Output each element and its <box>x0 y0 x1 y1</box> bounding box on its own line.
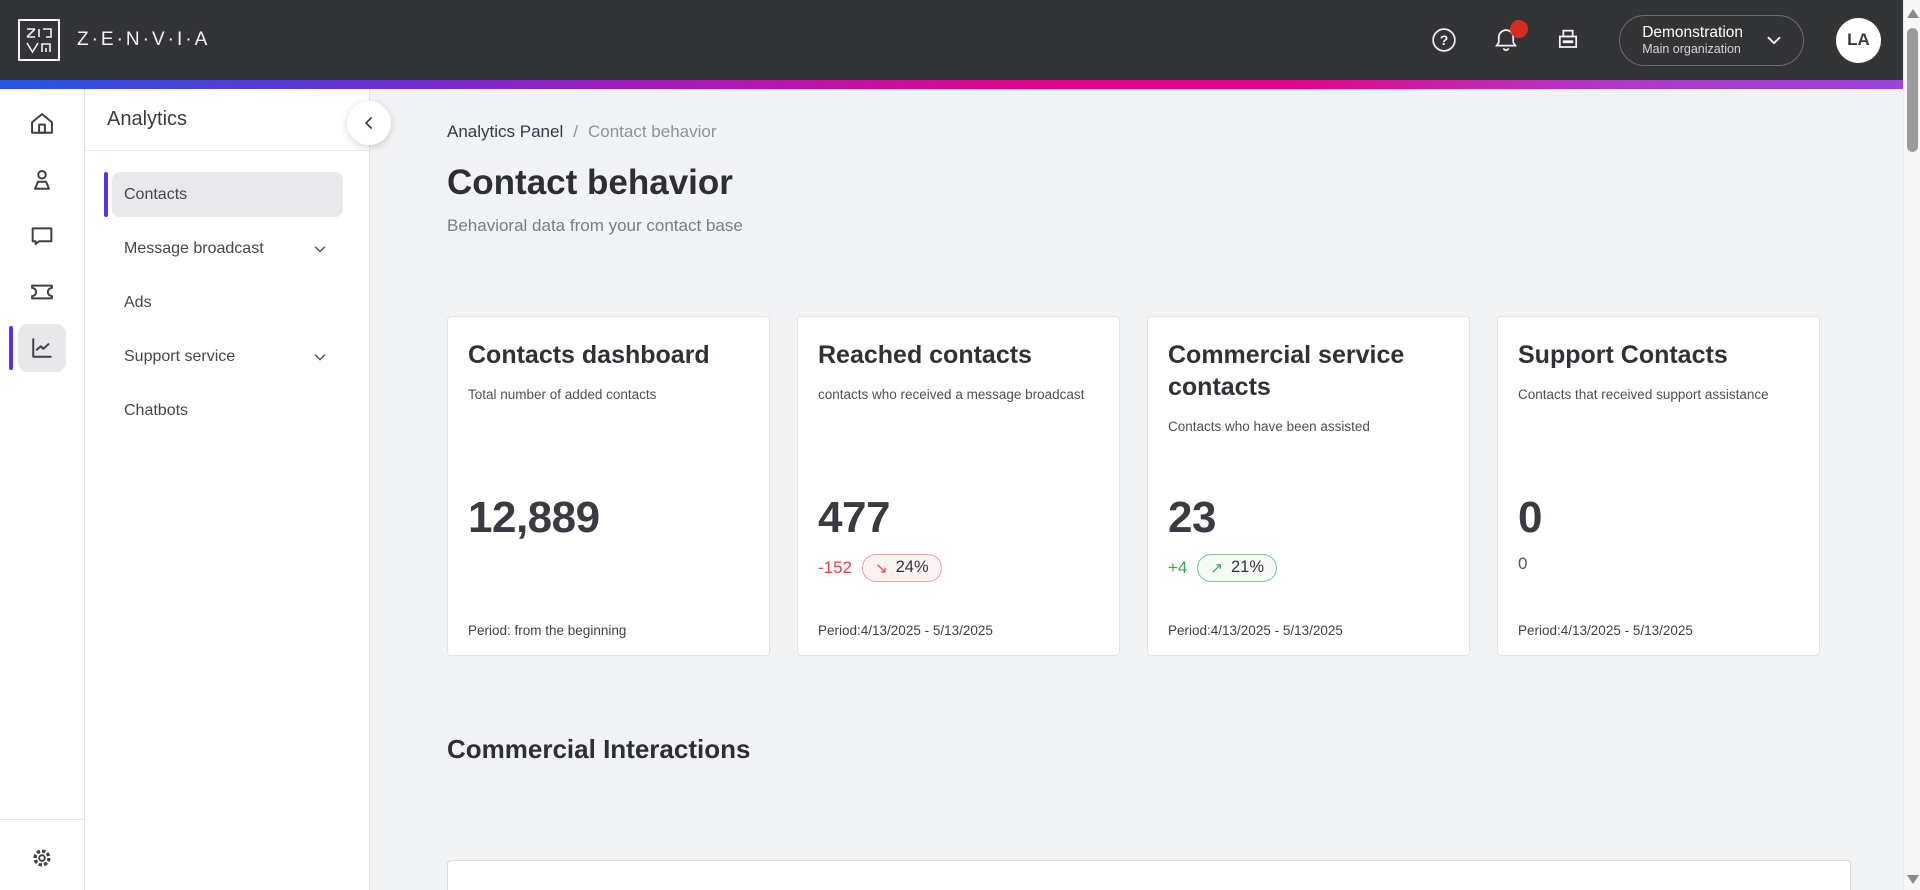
rail-item-settings[interactable] <box>18 834 66 882</box>
sidebar-item-label: Contacts <box>124 185 188 203</box>
topbar-actions: ? Demonstration Mai <box>1429 14 1881 66</box>
analytics-sidebar: Analytics Contacts Message broadcast <box>85 89 391 890</box>
card-reached-contacts: Reached contacts contacts who received a… <box>797 316 1120 656</box>
main-content: Analytics Panel / Contact behavior Conta… <box>370 89 1903 890</box>
breadcrumb-current: Contact behavior <box>587 122 717 141</box>
sidebar-item-chatbots[interactable]: Chatbots <box>112 388 343 433</box>
scrollbar[interactable] <box>1903 0 1920 890</box>
card-description: Total number of added contacts <box>468 387 657 402</box>
card-contacts-dashboard: Contacts dashboard Total number of added… <box>447 316 770 656</box>
delta-value: -152 <box>818 558 853 577</box>
card-trend-row: +4 ↗ 21% <box>1168 554 1277 582</box>
trend-badge: ↗ 21% <box>1197 554 1277 582</box>
trend-percent: 21% <box>1230 558 1264 576</box>
sidebar-title: Analytics <box>107 108 188 130</box>
rail-item-analytics[interactable] <box>9 324 66 372</box>
card-period: Period:4/13/2025 - 5/13/2025 <box>1168 623 1343 638</box>
bell-icon[interactable] <box>1491 20 1529 55</box>
sidebar-item-label: Support service <box>124 347 236 365</box>
card-description: Contacts that received support assistanc… <box>1518 387 1769 402</box>
user-avatar[interactable]: LA <box>1836 17 1881 63</box>
chevron-down-icon <box>311 240 329 258</box>
sidebar-item-label: Message broadcast <box>124 239 264 257</box>
card-title: Contacts dashboard <box>468 341 710 369</box>
trend-down-icon: ↘ <box>875 559 888 577</box>
card-value: 477 <box>818 493 890 542</box>
card-description: contacts who received a message broadcas… <box>818 387 1085 402</box>
chevron-left-icon <box>359 113 379 133</box>
delta-value: 0 <box>1518 554 1528 573</box>
sidebar-menu: Contacts Message broadcast Ads Support s… <box>85 151 369 433</box>
sidebar-item-ads[interactable]: Ads <box>112 280 343 325</box>
brand: Z·E·N·V·I·A <box>16 17 210 63</box>
rail-item-conversations[interactable] <box>18 212 66 260</box>
scrollbar-thumb[interactable] <box>1907 28 1918 152</box>
sidebar-item-label: Chatbots <box>124 401 189 419</box>
card-period: Period:4/13/2025 - 5/13/2025 <box>818 623 993 638</box>
breadcrumb-separator: / <box>573 122 578 141</box>
chevron-down-icon <box>1763 29 1785 51</box>
rail-item-home[interactable] <box>18 100 66 148</box>
sidebar-collapse-button[interactable] <box>347 101 391 145</box>
trend-up-icon: ↗ <box>1210 559 1223 577</box>
card-title: Support Contacts <box>1518 341 1728 369</box>
svg-text:?: ? <box>1440 32 1449 48</box>
zenvia-logo-icon <box>16 17 62 63</box>
active-indicator <box>9 326 13 370</box>
page-subtitle: Behavioral data from your contact base <box>447 216 743 235</box>
commercial-interactions-card-partial <box>447 860 1851 890</box>
scrollbar-down-arrow[interactable] <box>1907 875 1919 884</box>
card-value: 0 <box>1518 493 1542 542</box>
organization-name: Demonstration <box>1642 23 1743 41</box>
sidebar-header: Analytics <box>85 89 369 151</box>
help-icon[interactable]: ? <box>1429 25 1459 55</box>
card-support-contacts: Support Contacts Contacts that received … <box>1497 316 1820 656</box>
analytics-chart-icon <box>28 334 56 362</box>
sidebar-item-support-service[interactable]: Support service <box>112 334 343 379</box>
card-description: Contacts who have been assisted <box>1168 419 1370 434</box>
section-title-commercial-interactions: Commercial Interactions <box>447 734 751 764</box>
brand-gradient-bar <box>0 80 1903 89</box>
card-trend-row: -152 ↘ 24% <box>818 554 942 582</box>
card-period: Period: from the beginning <box>468 623 627 638</box>
body-row: Analytics Contacts Message broadcast <box>0 89 1903 890</box>
organization-subtitle: Main organization <box>1642 41 1741 56</box>
rail-item-contacts[interactable] <box>18 156 66 204</box>
kpi-cards-row: Contacts dashboard Total number of added… <box>447 316 1851 656</box>
contacts-person-icon <box>28 166 56 194</box>
ticket-icon <box>28 278 56 306</box>
chevron-down-icon <box>311 348 329 366</box>
breadcrumb-parent-link[interactable]: Analytics Panel <box>447 122 564 141</box>
organization-text: Demonstration Main organization <box>1642 23 1743 58</box>
card-trend-row: 0 <box>1518 554 1527 574</box>
organization-switcher[interactable]: Demonstration Main organization <box>1619 14 1804 66</box>
card-commercial-service-contacts: Commercial service contacts Contacts who… <box>1147 316 1470 656</box>
chat-bubble-icon <box>28 222 56 250</box>
sidebar-item-contacts[interactable]: Contacts <box>104 172 343 217</box>
card-title: Commercial service contacts <box>1168 341 1405 401</box>
scrollbar-up-arrow[interactable] <box>1907 9 1919 18</box>
notification-dot <box>1510 20 1529 38</box>
brand-wordmark: Z·E·N·V·I·A <box>77 29 211 50</box>
rail-item-tickets[interactable] <box>18 268 66 316</box>
card-period: Period:4/13/2025 - 5/13/2025 <box>1518 623 1693 638</box>
delta-value: +4 <box>1168 558 1188 577</box>
card-value: 23 <box>1168 493 1216 542</box>
home-icon <box>28 110 56 138</box>
page-title: Contact behavior <box>447 163 733 202</box>
topbar: Z·E·N·V·I·A ? <box>0 0 1903 80</box>
printer-icon[interactable] <box>1553 25 1583 55</box>
sidebar-item-label: Ads <box>124 293 152 311</box>
trend-badge: ↘ 24% <box>862 554 942 582</box>
rail-divider <box>0 819 85 820</box>
gear-icon <box>29 845 55 871</box>
icon-rail <box>0 89 85 890</box>
card-value: 12,889 <box>468 493 600 542</box>
trend-percent: 24% <box>895 558 929 576</box>
card-title: Reached contacts <box>818 341 1032 369</box>
sidebar-item-message-broadcast[interactable]: Message broadcast <box>112 226 343 271</box>
breadcrumb: Analytics Panel / Contact behavior <box>447 122 1851 142</box>
